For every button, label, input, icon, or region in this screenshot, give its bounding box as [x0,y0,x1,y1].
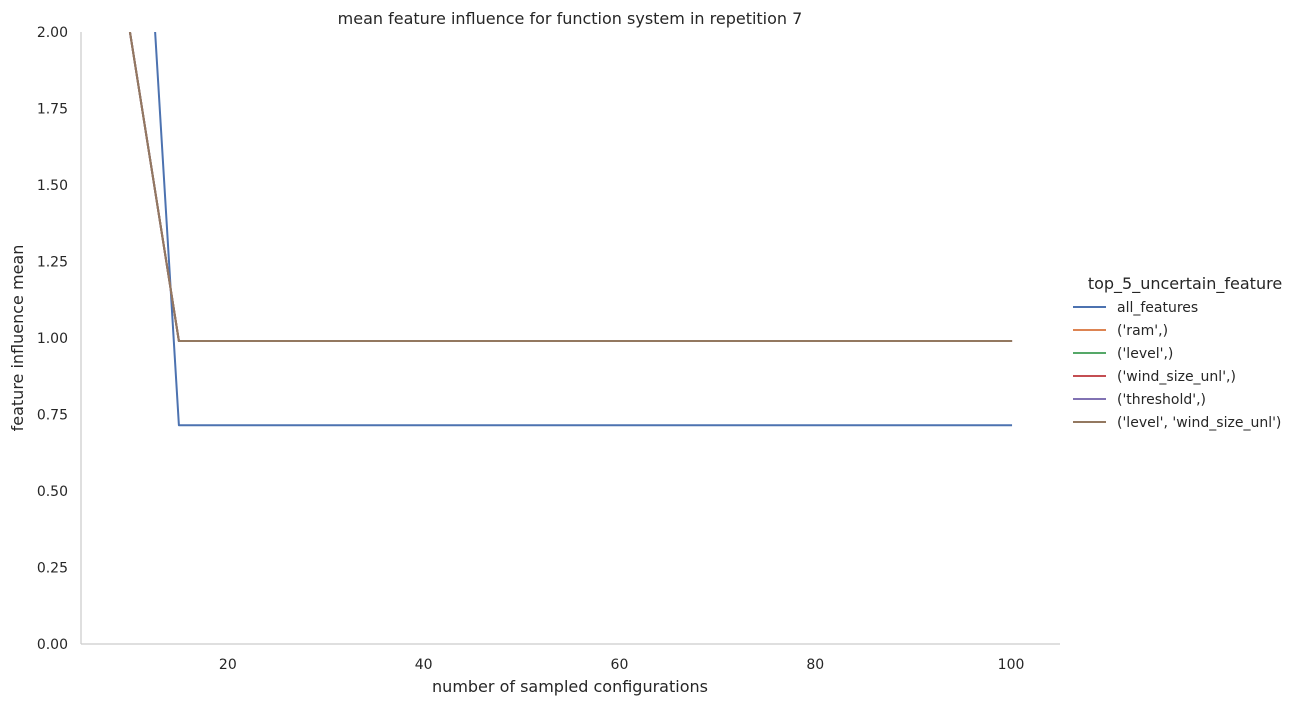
series-line-4 [128,32,1013,343]
y-tick-label: 1.25 [37,255,68,271]
x-tick-label: 80 [806,657,824,673]
y-tick-label: 1.00 [37,331,68,347]
series-line-2 [128,32,1013,343]
legend-label: ('threshold',) [1117,392,1206,408]
y-axis-label: feature influence mean [8,245,27,432]
legend-label: all_features [1117,300,1198,316]
series-line-0 [154,32,1013,427]
x-tick-labels: 20 40 60 80 100 [219,657,1024,673]
series-line-1 [128,32,1013,343]
y-tick-label: 1.50 [37,178,68,194]
legend-label: ('level', 'wind_size_unl') [1117,415,1281,431]
y-tick-label: 2.00 [37,25,68,41]
y-tick-label: 0.25 [37,561,68,577]
x-tick-label: 20 [219,657,237,673]
y-tick-label: 0.50 [37,484,68,500]
legend: top_5_uncertain_feature all_features ('ra… [1073,274,1282,431]
legend-label: ('wind_size_unl',) [1117,369,1236,385]
x-tick-label: 100 [998,657,1025,673]
chart-title: mean feature influence for function syst… [338,9,803,28]
legend-label: ('level',) [1117,346,1173,362]
x-tick-label: 40 [415,657,433,673]
series-line-3 [128,32,1013,343]
y-tick-label: 0.75 [37,408,68,424]
y-tick-label: 1.75 [37,102,68,118]
legend-title: top_5_uncertain_feature [1088,274,1282,294]
legend-label: ('ram',) [1117,323,1168,339]
y-tick-labels: 0.00 0.25 0.50 0.75 1.00 1.25 1.50 1.75 2.00 [37,25,68,653]
x-axis-label: number of sampled configurations [432,677,708,696]
series-lines [128,32,1013,427]
series-line-5 [128,32,1013,343]
x-tick-label: 60 [611,657,629,673]
y-tick-label: 0.00 [37,637,68,653]
legend-items: all_features ('ram',) ('level',) ('wind_siz… [1073,300,1281,431]
